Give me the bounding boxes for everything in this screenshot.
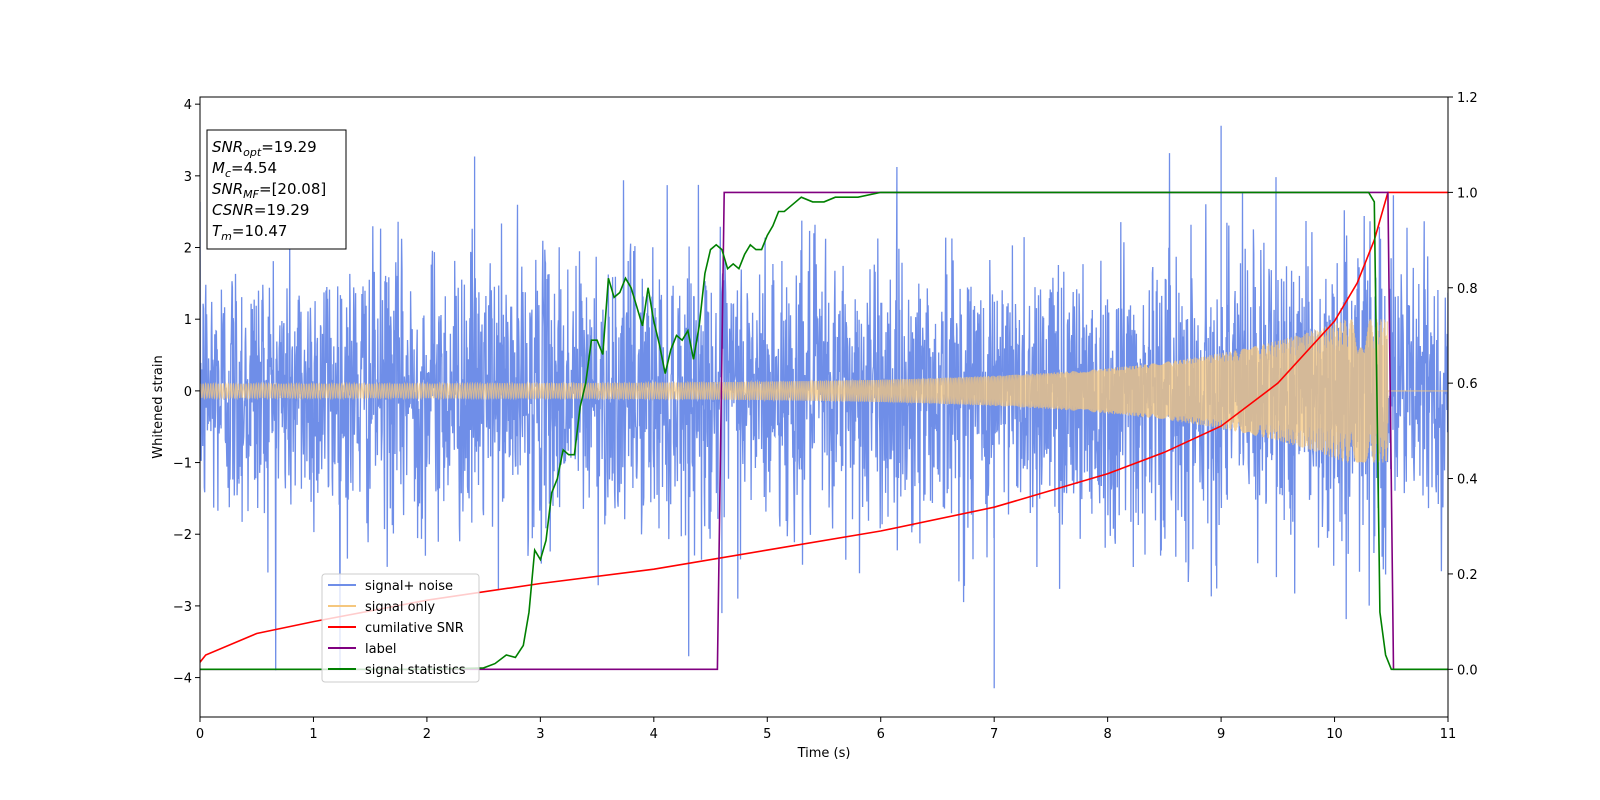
legend: signal+ noise signal only cumilative SNR la…: [321, 573, 480, 683]
x-tick-label: 0: [196, 727, 204, 742]
series-signal-noise: [200, 125, 1448, 689]
y-tick-label: 2: [184, 242, 192, 257]
x-tick-label: 5: [763, 727, 771, 742]
x-tick-label: 6: [877, 727, 885, 742]
legend-box: [321, 573, 480, 683]
y-tick-label: 1: [184, 313, 192, 328]
series-signal-statistics: [200, 191, 1448, 671]
series-cumilative-snr: [200, 191, 1448, 663]
y-tick-label: −4: [173, 672, 192, 687]
metrics-annotation: SNRopt=19.29Mc=4.54SNRMF=[20.08]CSNR=19.…: [206, 129, 347, 250]
y2-tick-label: 1.2: [1457, 91, 1478, 106]
legend-label: signal only: [365, 600, 435, 615]
legend-label: cumilative SNR: [365, 621, 464, 636]
x-tick-label: 9: [1217, 727, 1225, 742]
legend-label: label: [365, 642, 396, 657]
y-axis-right: 0.0 0.2 0.4 0.6 0.8 1.0 1.2: [1448, 91, 1478, 678]
y-tick-label: −2: [173, 528, 192, 543]
y-axis-label: Whitened strain: [151, 355, 166, 458]
x-axis-label: Time (s): [797, 746, 851, 761]
y2-tick-label: 0.0: [1457, 663, 1478, 678]
legend-label: signal+ noise: [365, 579, 453, 594]
annotation-box: [206, 129, 347, 250]
x-tick-label: 8: [1103, 727, 1111, 742]
y2-tick-label: 1.0: [1457, 186, 1478, 201]
y2-tick-label: 0.6: [1457, 377, 1478, 392]
y-tick-label: 4: [184, 98, 192, 113]
series-layer: [200, 125, 1448, 689]
x-axis: 0 1 2 3 4 5 6 7 8 9 10 11: [196, 717, 1456, 742]
x-tick-label: 7: [990, 727, 998, 742]
plot-frame: [199, 96, 1449, 718]
x-tick-label: 2: [423, 727, 431, 742]
y2-tick-label: 0.8: [1457, 282, 1478, 297]
y-tick-label: −1: [173, 457, 192, 472]
x-tick-label: 4: [650, 727, 658, 742]
y2-tick-label: 0.2: [1457, 568, 1478, 583]
y-tick-label: −3: [173, 600, 192, 615]
y-tick-label: 0: [184, 385, 192, 400]
y2-tick-label: 0.4: [1457, 473, 1478, 488]
annotation-line: CSNR=19.29: [212, 201, 309, 219]
annotation-line: SNRopt=19.29: [212, 138, 317, 159]
y-tick-label: 3: [184, 170, 192, 185]
x-tick-label: 10: [1326, 727, 1343, 742]
y-axis-left: −4 −3 −2 −1 0 1 2 3 4: [173, 98, 200, 687]
x-tick-label: 1: [309, 727, 317, 742]
x-tick-label: 11: [1440, 727, 1457, 742]
annotation-line: Tm=10.47: [212, 222, 287, 243]
annotation-line: SNRMF=[20.08]: [212, 180, 326, 201]
annotation-line: Mc=4.54: [212, 159, 277, 180]
legend-label: signal statistics: [365, 663, 466, 678]
series-signal-only: [200, 319, 1448, 463]
x-tick-label: 3: [536, 727, 544, 742]
